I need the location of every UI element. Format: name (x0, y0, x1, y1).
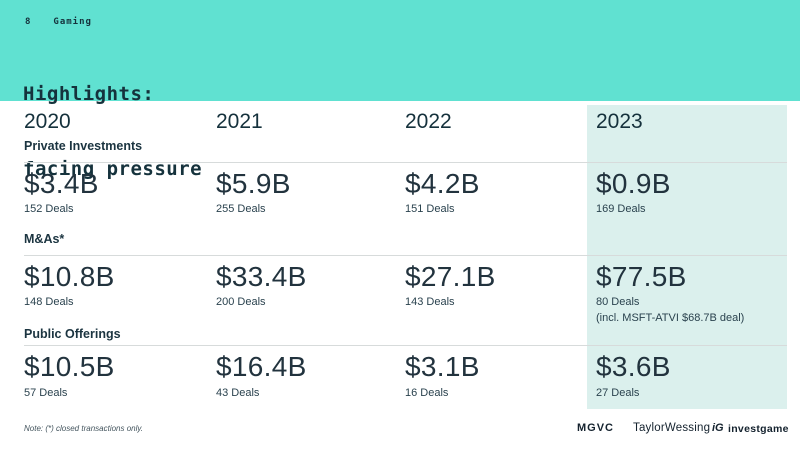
value-mas-2022: $27.1B (405, 261, 496, 292)
deals-public-2023: 27 Deals (596, 387, 640, 399)
value-public-2023: $3.6B (596, 351, 671, 382)
divider (24, 255, 787, 256)
deals-private-2021: 255 Deals (216, 203, 266, 215)
year-header-2023: 2023 (596, 110, 643, 133)
highlight-column-2023 (587, 105, 787, 409)
slide-title-line2: facing pressure (23, 158, 203, 180)
slide-title-line1: Highlights: (23, 83, 155, 105)
value-public-2022: $3.1B (405, 351, 480, 382)
value-mas-2020: $10.8B (24, 261, 115, 292)
deals-private-2023: 169 Deals (596, 203, 646, 215)
taylorwessing-logo: TaylorWessing (633, 422, 711, 434)
page-number: 8 (25, 17, 32, 27)
deals-public-2022: 16 Deals (405, 387, 449, 399)
year-header-2021: 2021 (216, 110, 263, 133)
divider (24, 162, 787, 163)
value-mas-2021: $33.4B (216, 261, 307, 292)
value-public-2021: $16.4B (216, 351, 307, 382)
section-label-mas: M&As* (24, 232, 65, 246)
slide-header-band: 8 Gaming Highlights: facing pressure (0, 0, 800, 180)
value-private-2021: $5.9B (216, 168, 291, 199)
footnote: Note: (*) closed transactions only. (24, 424, 144, 433)
deals-mas-2022: 143 Deals (405, 296, 455, 308)
section-label-public-offerings: Public Offerings (24, 327, 121, 341)
deals-public-2020: 57 Deals (24, 387, 68, 399)
deals-mas-2021: 200 Deals (216, 296, 266, 308)
value-public-2020: $10.5B (24, 351, 115, 382)
section-name: Gaming (53, 17, 92, 27)
deals-private-2022: 151 Deals (405, 203, 455, 215)
section-label-private-investments: Private Investments (24, 139, 143, 153)
value-private-2020: $3.4B (24, 168, 99, 199)
value-mas-2023: $77.5B (596, 261, 687, 292)
value-private-2023: $0.9B (596, 168, 671, 199)
year-header-2022: 2022 (405, 110, 452, 133)
deals-mas-2020: 148 Deals (24, 296, 74, 308)
slide-title: Highlights: facing pressure (23, 32, 202, 232)
note-mas-2023-msft-atvi: (incl. MSFT-ATVI $68.7B deal) (596, 312, 745, 324)
deals-private-2020: 152 Deals (24, 203, 74, 215)
value-private-2022: $4.2B (405, 168, 480, 199)
divider (24, 345, 787, 346)
investgame-logo: investgame (728, 423, 789, 435)
deals-public-2021: 43 Deals (216, 387, 260, 399)
slide-meta: 8 Gaming (25, 17, 92, 27)
investgame-icon: iG (712, 422, 724, 434)
deals-mas-2023: 80 Deals (596, 296, 640, 308)
year-header-2020: 2020 (24, 110, 71, 133)
mgvc-logo: MGVC (577, 422, 614, 434)
